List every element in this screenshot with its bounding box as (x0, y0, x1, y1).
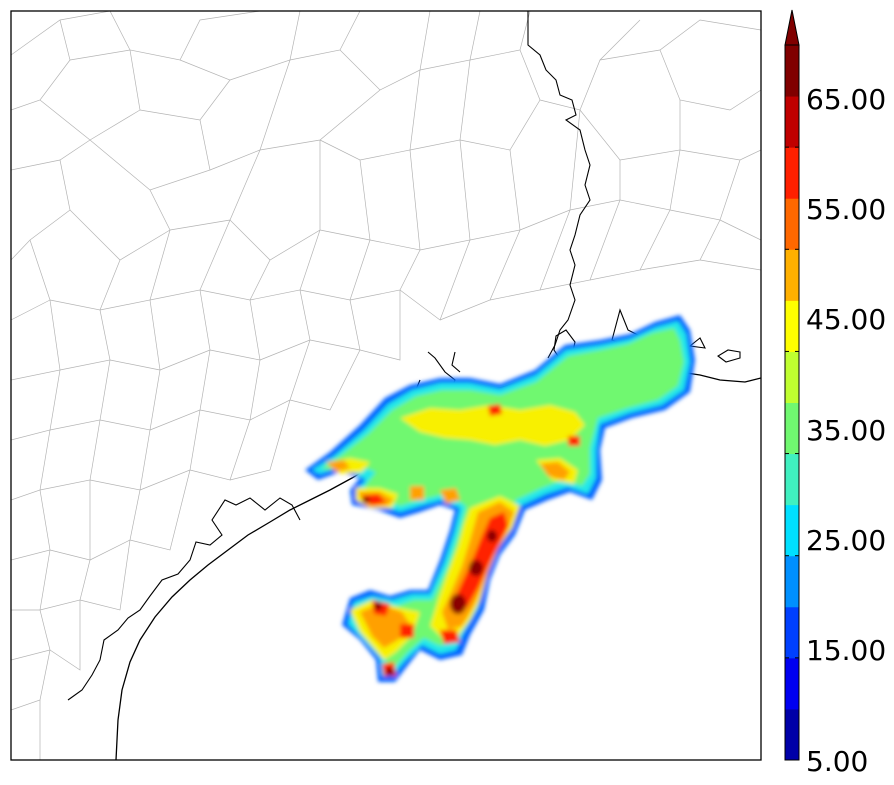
county-boundaries (11, 11, 761, 760)
colorbar-segment (785, 708, 799, 761)
colorbar-segment (785, 402, 799, 455)
colorbar-segment (785, 198, 799, 250)
colorbar-tick-label-25: 25.00 (806, 524, 887, 557)
colorbar-segment (785, 300, 799, 352)
colorbar-segment (785, 606, 799, 659)
colorbar-segment (785, 657, 799, 710)
colorbar-tick-label-65: 65.00 (806, 83, 887, 116)
state-border-river (527, 11, 591, 359)
colorbar-segment (785, 351, 799, 403)
colorbar-extend-arrow (784, 9, 800, 46)
colorbar-segment (785, 45, 799, 97)
colorbar-tick-label-5: 5.00 (806, 745, 869, 778)
colorbar-segment (785, 453, 799, 506)
colorbar-segment (785, 96, 799, 148)
colorbar-outline (784, 44, 800, 761)
colorbar-tick-label-15: 15.00 (806, 634, 887, 667)
colorbar-tick-label-45: 45.00 (806, 303, 887, 336)
map-border (10, 10, 762, 761)
colorbar-segment (785, 555, 799, 608)
colorbar-segment (785, 504, 799, 557)
colorbar-tick-label-55: 55.00 (806, 193, 887, 226)
colorbar (784, 9, 800, 761)
reflectivity-field (305, 315, 695, 682)
colorbar-tick-label-35: 35.00 (806, 414, 887, 447)
colorbar-segment (785, 147, 799, 199)
colorbar-segment (785, 249, 799, 301)
